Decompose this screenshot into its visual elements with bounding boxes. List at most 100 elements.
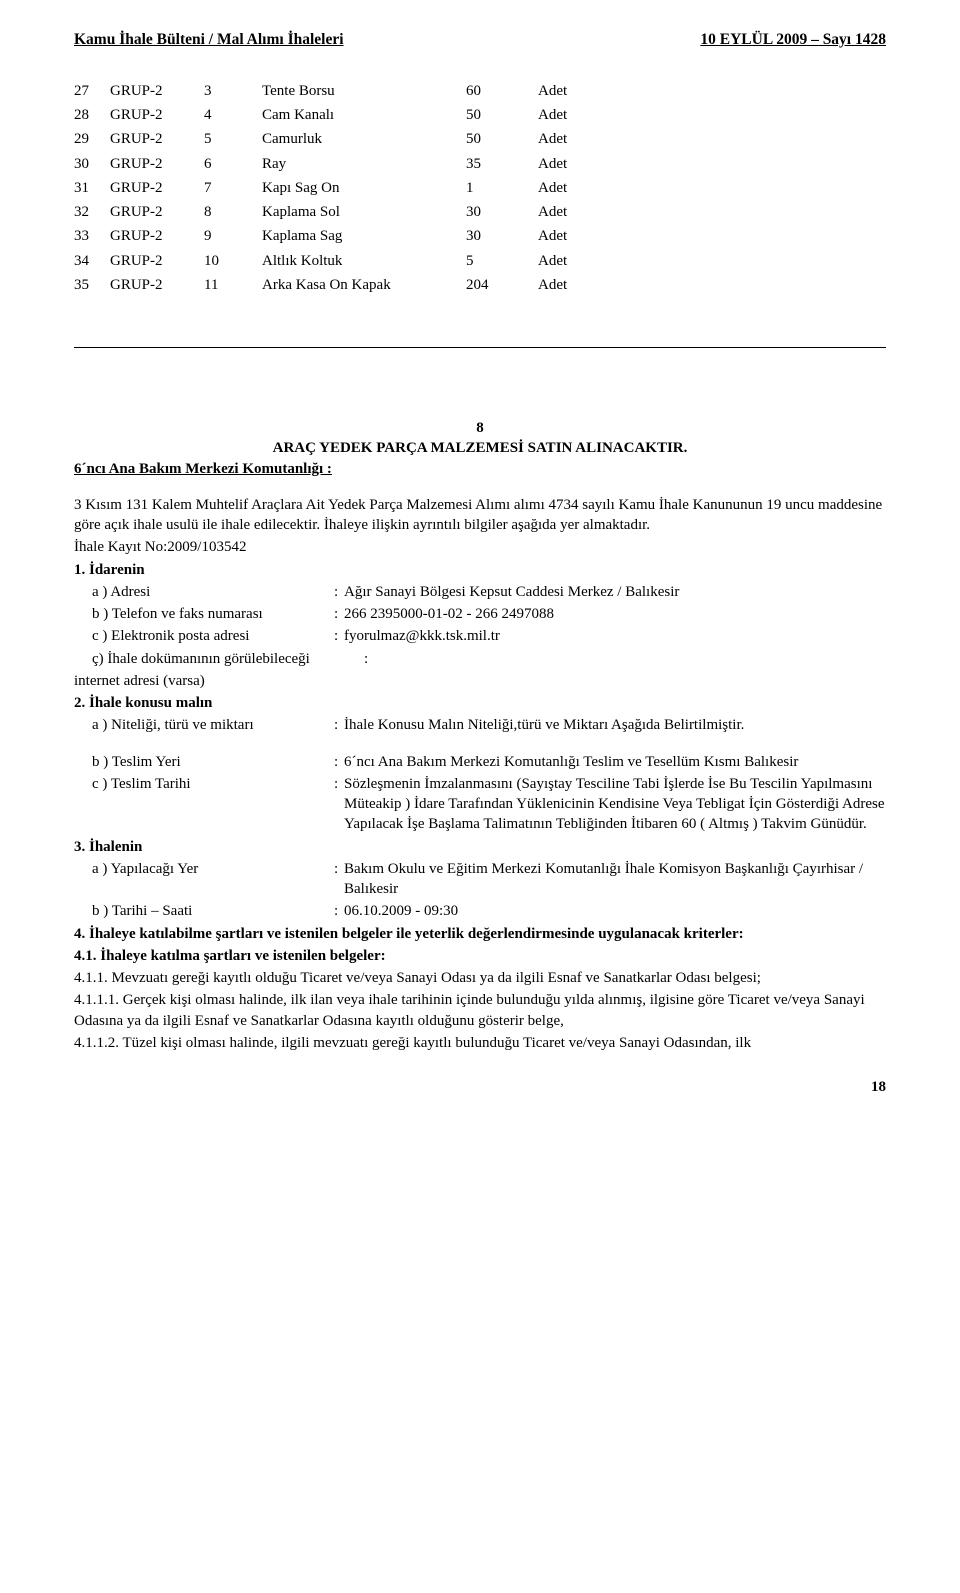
table-row: 30GRUP-26Ray35Adet	[74, 152, 598, 176]
s2-a-row: a ) Niteliği, türü ve miktarı : İhale Ko…	[74, 715, 886, 735]
table-row: 32GRUP-28Kaplama Sol30Adet	[74, 200, 598, 224]
items-table: 27GRUP-23Tente Borsu60Adet28GRUP-24Cam K…	[74, 79, 598, 297]
table-row: 33GRUP-29Kaplama Sag30Adet	[74, 224, 598, 248]
s2-c-key: c ) Teslim Tarihi	[74, 774, 334, 835]
cell-unit: Adet	[538, 200, 598, 224]
cell-idx: 35	[74, 273, 110, 297]
cell-qty: 1	[466, 176, 538, 200]
cell-name: Cam Kanalı	[262, 103, 466, 127]
header-right: 10 EYLÜL 2009 – Sayı 1428	[700, 30, 886, 51]
colon: :	[334, 901, 344, 921]
cell-group: GRUP-2	[110, 176, 204, 200]
colon: :	[334, 626, 344, 646]
cell-qty: 60	[466, 79, 538, 103]
cell-idx: 32	[74, 200, 110, 224]
colon: :	[364, 649, 374, 669]
cell-qty: 30	[466, 224, 538, 248]
cell-idx: 29	[74, 127, 110, 151]
cell-qty: 204	[466, 273, 538, 297]
table-row: 27GRUP-23Tente Borsu60Adet	[74, 79, 598, 103]
s1-d-key-l1: ç) İhale dokümanının görülebileceği	[74, 649, 364, 669]
separator-line	[74, 347, 886, 348]
s2-b-val: 6´ncı Ana Bakım Merkezi Komutanlığı Tesl…	[344, 752, 886, 772]
page-number: 18	[74, 1077, 886, 1097]
p4111: 4.1.1.1. Gerçek kişi olması halinde, ilk…	[74, 990, 886, 1031]
cell-unit: Adet	[538, 103, 598, 127]
cell-idx: 27	[74, 79, 110, 103]
p411: 4.1.1. Mevzuatı gereği kayıtlı olduğu Ti…	[74, 968, 886, 988]
cell-num: 3	[204, 79, 262, 103]
s3-a-val: Bakım Okulu ve Eğitim Merkezi Komutanlığ…	[344, 859, 886, 900]
s1-c-key: c ) Elektronik posta adresi	[74, 626, 334, 646]
cell-group: GRUP-2	[110, 273, 204, 297]
cell-idx: 31	[74, 176, 110, 200]
s2-c-row: c ) Teslim Tarihi : Sözleşmenin İmzalanm…	[74, 774, 886, 835]
cell-unit: Adet	[538, 273, 598, 297]
cell-group: GRUP-2	[110, 224, 204, 248]
s41-label: 4.1. İhaleye katılma şartları ve istenil…	[74, 948, 386, 964]
cell-name: Arka Kasa On Kapak	[262, 273, 466, 297]
colon: :	[334, 582, 344, 602]
cell-idx: 28	[74, 103, 110, 127]
cell-unit: Adet	[538, 79, 598, 103]
notice-number: 8	[74, 418, 886, 438]
cell-num: 10	[204, 249, 262, 273]
cell-name: Camurluk	[262, 127, 466, 151]
cell-group: GRUP-2	[110, 127, 204, 151]
cell-name: Tente Borsu	[262, 79, 466, 103]
cell-num: 8	[204, 200, 262, 224]
cell-idx: 34	[74, 249, 110, 273]
table-row: 28GRUP-24Cam Kanalı50Adet	[74, 103, 598, 127]
cell-qty: 50	[466, 103, 538, 127]
s1-b-val: 266 2395000-01-02 - 266 2497088	[344, 604, 886, 624]
s1-c-row: c ) Elektronik posta adresi : fyorulmaz@…	[74, 626, 886, 646]
cell-group: GRUP-2	[110, 103, 204, 127]
colon: :	[334, 752, 344, 772]
s1-d-key-l2: internet adresi (varsa)	[74, 671, 886, 691]
cell-qty: 5	[466, 249, 538, 273]
table-row: 34GRUP-210Altlık Koltuk5Adet	[74, 249, 598, 273]
colon: :	[334, 859, 344, 900]
cell-name: Kaplama Sag	[262, 224, 466, 248]
s1-label: 1. İdarenin	[74, 562, 145, 578]
cell-unit: Adet	[538, 176, 598, 200]
colon: :	[334, 715, 344, 735]
s2-c-val: Sözleşmenin İmzalanmasını (Sayıştay Tesc…	[344, 774, 886, 835]
colon: :	[334, 774, 344, 835]
notice-intro: 3 Kısım 131 Kalem Muhtelif Araçlara Ait …	[74, 495, 886, 536]
cell-name: Ray	[262, 152, 466, 176]
cell-idx: 30	[74, 152, 110, 176]
s3-a-key: a ) Yapılacağı Yer	[74, 859, 334, 900]
cell-name: Kaplama Sol	[262, 200, 466, 224]
notice-subunit: 6´ncı Ana Bakım Merkezi Komutanlığı :	[74, 459, 886, 479]
cell-idx: 33	[74, 224, 110, 248]
s3-a-row: a ) Yapılacağı Yer : Bakım Okulu ve Eğit…	[74, 859, 886, 900]
cell-qty: 30	[466, 200, 538, 224]
s1-b-row: b ) Telefon ve faks numarası : 266 23950…	[74, 604, 886, 624]
s1-a-key: a ) Adresi	[74, 582, 334, 602]
cell-group: GRUP-2	[110, 79, 204, 103]
s2-b-row: b ) Teslim Yeri : 6´ncı Ana Bakım Merkez…	[74, 752, 886, 772]
cell-group: GRUP-2	[110, 200, 204, 224]
page-header: Kamu İhale Bülteni / Mal Alımı İhaleleri…	[74, 30, 886, 51]
s2-label: 2. İhale konusu malın	[74, 695, 212, 711]
table-row: 35GRUP-211Arka Kasa On Kapak204Adet	[74, 273, 598, 297]
s2-a-val: İhale Konusu Malın Niteliği,türü ve Mikt…	[344, 715, 886, 735]
cell-qty: 35	[466, 152, 538, 176]
cell-num: 4	[204, 103, 262, 127]
colon: :	[334, 604, 344, 624]
s1-d-row1: ç) İhale dokümanının görülebileceği :	[74, 649, 886, 669]
cell-num: 5	[204, 127, 262, 151]
s3-b-row: b ) Tarihi – Saati : 06.10.2009 - 09:30	[74, 901, 886, 921]
notice-title: ARAÇ YEDEK PARÇA MALZEMESİ SATIN ALINACA…	[74, 438, 886, 458]
cell-name: Altlık Koltuk	[262, 249, 466, 273]
cell-unit: Adet	[538, 127, 598, 151]
s1-b-key: b ) Telefon ve faks numarası	[74, 604, 334, 624]
notice-kayit: İhale Kayıt No:2009/103542	[74, 537, 886, 557]
cell-group: GRUP-2	[110, 249, 204, 273]
header-left: Kamu İhale Bülteni / Mal Alımı İhaleleri	[74, 30, 344, 51]
table-row: 31GRUP-27Kapı Sag On1Adet	[74, 176, 598, 200]
s1-d-val	[374, 649, 886, 669]
s3-label: 3. İhalenin	[74, 839, 142, 855]
cell-unit: Adet	[538, 152, 598, 176]
